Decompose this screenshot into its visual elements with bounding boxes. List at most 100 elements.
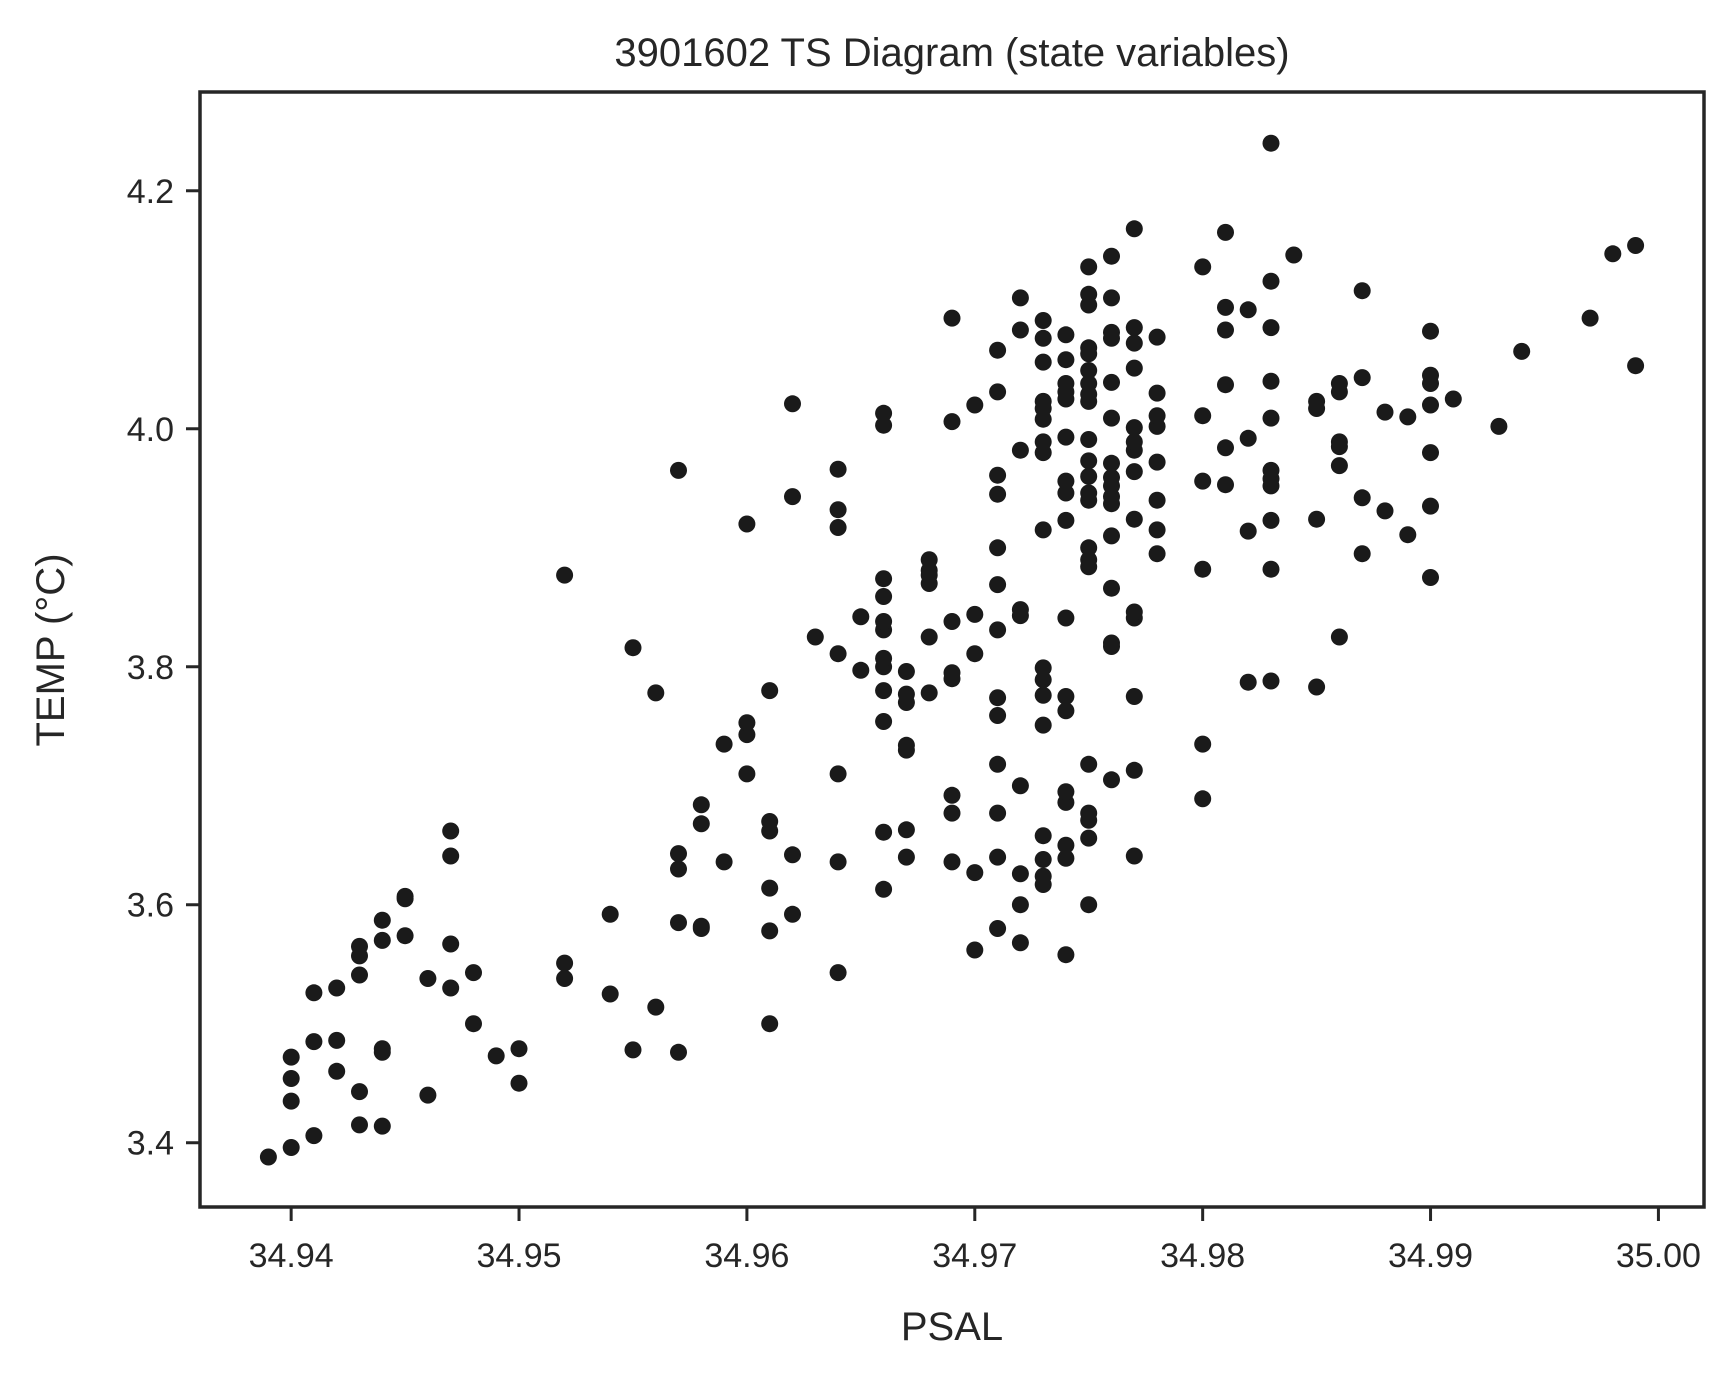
data-point bbox=[1353, 489, 1371, 507]
data-point bbox=[1262, 461, 1280, 479]
data-point bbox=[829, 765, 847, 783]
data-point bbox=[624, 1041, 642, 1059]
data-point bbox=[465, 1015, 482, 1033]
x-tick-label: 34.95 bbox=[476, 1237, 561, 1275]
data-point bbox=[1330, 375, 1348, 392]
data-point bbox=[1103, 771, 1120, 789]
data-point bbox=[715, 853, 733, 871]
data-point bbox=[1194, 560, 1212, 578]
data-point bbox=[1125, 510, 1143, 528]
data-point bbox=[328, 1031, 346, 1049]
data-point bbox=[1080, 829, 1098, 847]
data-point bbox=[1034, 312, 1052, 329]
data-point bbox=[419, 970, 437, 987]
data-point bbox=[670, 860, 687, 878]
data-point bbox=[1353, 369, 1371, 387]
data-point bbox=[966, 864, 984, 882]
data-point bbox=[1399, 526, 1417, 544]
data-point bbox=[829, 645, 847, 663]
data-point bbox=[897, 848, 915, 866]
data-point bbox=[351, 1116, 368, 1134]
data-point bbox=[1103, 634, 1120, 652]
data-point bbox=[1034, 329, 1052, 347]
data-point bbox=[1057, 472, 1075, 490]
data-point bbox=[1103, 469, 1120, 486]
data-point bbox=[1194, 735, 1212, 753]
data-point bbox=[1057, 511, 1075, 529]
data-point bbox=[784, 488, 801, 506]
data-point bbox=[1330, 628, 1348, 646]
data-point bbox=[1262, 272, 1280, 290]
data-point bbox=[1011, 321, 1029, 339]
data-point bbox=[351, 966, 368, 984]
data-point bbox=[1217, 321, 1234, 339]
data-point bbox=[1103, 579, 1120, 597]
data-point bbox=[989, 848, 1007, 866]
data-point bbox=[989, 621, 1007, 639]
data-point bbox=[1148, 521, 1166, 539]
data-point bbox=[1103, 289, 1120, 307]
data-point bbox=[738, 765, 756, 783]
data-point bbox=[943, 786, 961, 804]
y-tick-label: 3.6 bbox=[127, 887, 174, 925]
data-point bbox=[1080, 375, 1098, 392]
data-point bbox=[1080, 484, 1098, 502]
data-point bbox=[1217, 223, 1234, 241]
data-point bbox=[1262, 319, 1280, 337]
data-point bbox=[1627, 237, 1645, 254]
data-point bbox=[601, 985, 619, 1003]
data-point bbox=[1080, 258, 1098, 276]
data-point bbox=[1011, 896, 1029, 914]
data-point bbox=[738, 726, 756, 744]
data-point bbox=[920, 628, 938, 646]
data-point bbox=[373, 1117, 391, 1135]
data-point bbox=[1422, 497, 1439, 515]
data-point bbox=[1034, 521, 1052, 539]
data-point bbox=[1057, 783, 1075, 801]
data-point bbox=[852, 608, 870, 626]
data-point bbox=[784, 846, 801, 864]
data-point bbox=[328, 979, 346, 997]
y-tick-label: 3.8 bbox=[127, 649, 174, 687]
data-point bbox=[1262, 672, 1280, 690]
y-axis-ticks: 3.4 3.6 3.8 4.0 4.2 bbox=[127, 173, 200, 1163]
data-point bbox=[1194, 407, 1212, 425]
data-point bbox=[715, 735, 733, 753]
data-point bbox=[1011, 865, 1029, 883]
data-point bbox=[670, 461, 687, 479]
data-point bbox=[829, 501, 847, 519]
data-point bbox=[1034, 433, 1052, 451]
data-point bbox=[1148, 545, 1166, 563]
data-point bbox=[1148, 453, 1166, 471]
data-point bbox=[761, 879, 779, 897]
data-point bbox=[1239, 522, 1257, 540]
data-point bbox=[1262, 372, 1280, 390]
data-point bbox=[1034, 659, 1052, 677]
data-point bbox=[282, 1048, 300, 1066]
data-point bbox=[1308, 392, 1326, 410]
data-point bbox=[1194, 472, 1212, 490]
data-point bbox=[738, 515, 756, 533]
data-point bbox=[1125, 847, 1143, 865]
data-point bbox=[282, 1092, 300, 1110]
x-tick-label: 34.97 bbox=[932, 1237, 1017, 1275]
data-point bbox=[1057, 326, 1075, 344]
y-tick-label: 4.0 bbox=[127, 411, 174, 449]
x-axis-ticks: 34.94 34.95 34.96 34.97 34.98 34.99 35.00 bbox=[249, 1207, 1701, 1275]
data-point bbox=[1148, 491, 1166, 509]
x-tick-label: 35.00 bbox=[1616, 1237, 1701, 1275]
data-point bbox=[647, 684, 665, 702]
data-point bbox=[328, 1062, 346, 1080]
chart-title: 3901602 TS Diagram (state variables) bbox=[614, 31, 1289, 75]
data-point bbox=[1330, 433, 1348, 451]
data-point bbox=[1057, 375, 1075, 392]
data-point bbox=[1080, 339, 1098, 357]
data-point bbox=[897, 685, 915, 703]
data-point bbox=[1125, 688, 1143, 705]
data-point bbox=[1330, 457, 1348, 475]
data-point bbox=[989, 466, 1007, 484]
data-point bbox=[647, 998, 665, 1016]
data-point bbox=[875, 404, 893, 422]
data-point bbox=[1080, 896, 1098, 914]
data-point bbox=[989, 920, 1007, 937]
